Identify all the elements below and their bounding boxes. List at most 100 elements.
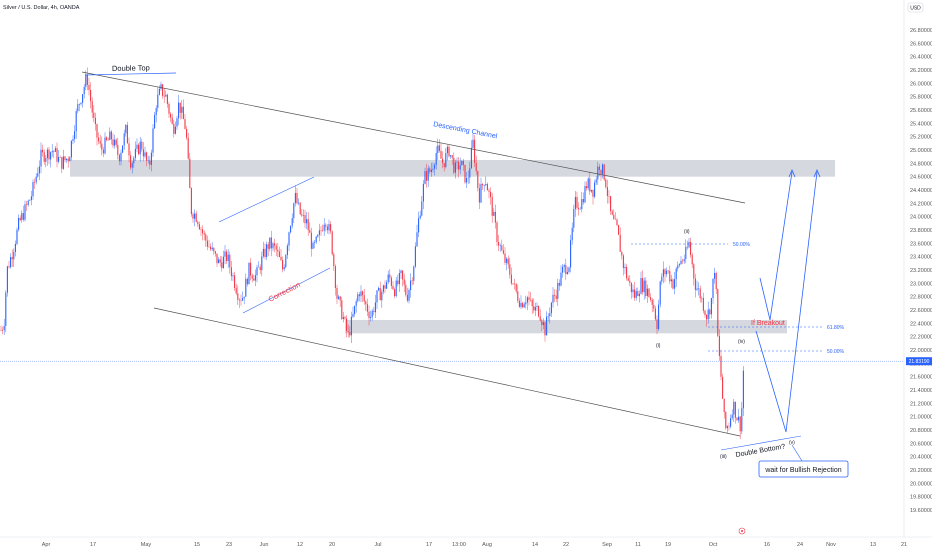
candle-body: [390, 277, 392, 286]
candle-body: [645, 280, 647, 296]
candle-body: [422, 183, 424, 202]
fib-label-50-lower: 50.00%: [827, 349, 845, 355]
candle-body: [110, 131, 112, 140]
candle-body: [467, 177, 469, 179]
candle-body: [637, 291, 639, 297]
candle-body: [563, 265, 565, 267]
candle-body: [40, 149, 42, 167]
candle-body: [93, 112, 95, 118]
candle-body: [229, 254, 231, 268]
y-tick-label: 25.60000: [910, 108, 932, 114]
candle-body: [669, 270, 671, 282]
candle-body: [381, 291, 383, 301]
candle-body: [202, 229, 204, 234]
candle-body: [582, 199, 584, 203]
y-tick-label: 26.00000: [910, 81, 932, 87]
candle-body: [354, 305, 356, 315]
candle-body: [94, 117, 96, 125]
candle-body: [474, 139, 476, 163]
candle-body: [629, 280, 631, 283]
candle-body: [370, 317, 372, 319]
y-tick-label: 26.20000: [910, 68, 932, 74]
candle-body: [302, 215, 304, 216]
candle-body: [98, 137, 100, 142]
fib-label-618: 61.80%: [827, 325, 845, 331]
candle-body: [438, 145, 440, 151]
candle-body: [208, 246, 210, 248]
candle-body: [656, 319, 658, 329]
event-marker-icon[interactable]: [738, 527, 746, 535]
candle-body: [554, 294, 556, 296]
candle-body: [446, 146, 448, 154]
price-axis[interactable]: 19.60000 19.80000 20.00000 20.20000 20.40000…: [910, 28, 932, 514]
candle-body: [83, 86, 85, 95]
x-tick-label: 20: [329, 542, 335, 548]
candle-body: [378, 287, 380, 291]
candle-body: [699, 288, 701, 299]
candle-body: [560, 272, 562, 286]
candle-body: [262, 248, 264, 257]
y-tick-label: 22.20000: [910, 335, 932, 341]
candle-body: [421, 201, 423, 216]
candle-body: [494, 211, 496, 223]
y-tick-label: 24.20000: [910, 201, 932, 207]
candle-body: [69, 157, 71, 162]
y-tick-label: 20.80000: [910, 428, 932, 434]
candle-body: [136, 144, 138, 149]
candle-body: [219, 259, 221, 263]
candle-body: [664, 269, 666, 275]
projection-arrows: [755, 168, 821, 433]
currency-button[interactable]: USD: [907, 2, 924, 13]
candle-body: [594, 182, 596, 197]
candle-body: [586, 186, 588, 189]
wave-label-iii: (iii): [720, 454, 727, 460]
candle-body: [190, 188, 192, 215]
candle-body: [405, 284, 407, 295]
y-tick-label: 25.20000: [910, 135, 932, 141]
candle-body: [197, 221, 199, 225]
candle-body: [450, 155, 452, 157]
candle-body: [82, 94, 84, 103]
candle-body: [622, 255, 624, 269]
candle-body: [480, 184, 482, 203]
y-tick-label: 26.40000: [910, 55, 932, 61]
candle-body: [184, 119, 186, 129]
candle-body: [690, 241, 692, 255]
candle-body: [104, 137, 106, 154]
candle-body: [59, 156, 61, 158]
candle-body: [214, 251, 216, 254]
candle-body: [286, 245, 288, 256]
candle-body: [296, 193, 298, 204]
wave-label-v: (v): [789, 440, 795, 446]
x-tick-label: Jun: [260, 542, 269, 548]
candle-body: [118, 154, 120, 162]
candle-body: [165, 94, 167, 97]
candle-body: [536, 306, 538, 308]
candle-body: [21, 213, 23, 220]
candle-body: [152, 128, 154, 153]
candle-body: [678, 264, 680, 266]
candle-body: [373, 310, 375, 313]
breakout-path-lower: [759, 277, 771, 321]
projection-path-right: [755, 171, 818, 433]
candle-body: [70, 140, 72, 158]
candle-body: [653, 304, 655, 309]
currency-label: USD: [910, 6, 921, 12]
candle-body: [325, 224, 327, 227]
y-tick-label: 21.40000: [910, 388, 932, 394]
candle-body: [264, 248, 266, 257]
candle-body: [384, 285, 386, 289]
candle-body: [418, 218, 420, 233]
time-axis[interactable]: Apr 17 May 15 23 Jun 12 20 Jul 17 13:00 Aug 14 22 Sep 1…: [42, 542, 907, 548]
x-tick-label: 16: [764, 542, 770, 548]
candle-body: [346, 318, 348, 331]
candle-body: [352, 314, 354, 317]
candle-body: [106, 137, 108, 140]
candle-body: [730, 418, 732, 427]
y-tick-label: 22.60000: [910, 308, 932, 314]
candle-body: [658, 304, 660, 329]
candle-body: [270, 237, 272, 249]
candle-body: [243, 296, 245, 299]
candle-body: [205, 234, 207, 241]
